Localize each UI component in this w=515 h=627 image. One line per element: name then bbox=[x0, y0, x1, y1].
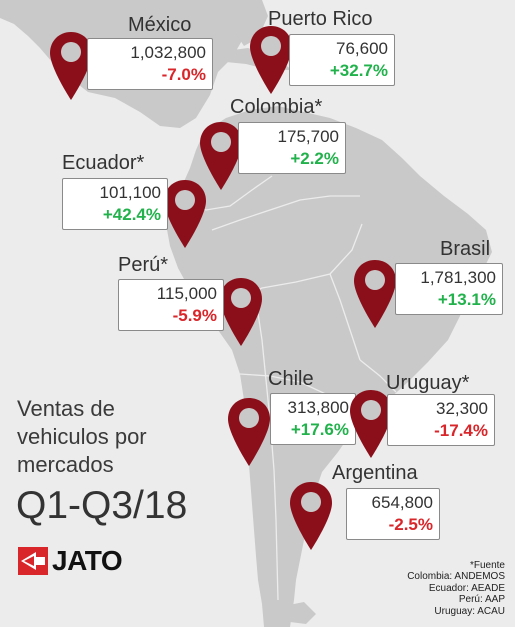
sales-value-chile: 313,800 bbox=[287, 398, 349, 417]
jato-logo: JATO bbox=[18, 545, 123, 577]
title-line-1: Ventas de bbox=[17, 396, 115, 421]
sales-change-colombia: +2.2% bbox=[290, 149, 339, 168]
sales-change-peru: -5.9% bbox=[172, 306, 217, 325]
sales-value-colombia: 175,700 bbox=[277, 127, 339, 146]
sales-value-peru: 115,000 bbox=[156, 284, 217, 303]
sales-value-argentina: 654,800 bbox=[371, 493, 433, 512]
period-label: Q1-Q3/18 bbox=[16, 484, 188, 527]
country-name-argentina: Argentina bbox=[332, 462, 418, 484]
sales-change-mexico: -7.0% bbox=[161, 65, 206, 84]
stat-box-chile: 313,800 +17.6% bbox=[270, 393, 356, 445]
sales-change-ecuador: +42.4% bbox=[102, 205, 161, 224]
source-ecuador: Ecuador: AEADE bbox=[428, 582, 505, 594]
sales-value-mexico: 1,032,800 bbox=[130, 43, 206, 62]
map-pin-icon bbox=[164, 180, 206, 248]
sources-heading: *Fuente bbox=[469, 560, 505, 571]
source-peru: Perú: AAP bbox=[458, 594, 505, 606]
stat-box-argentina: 654,800 -2.5% bbox=[346, 488, 440, 540]
country-name-brasil: Brasil bbox=[440, 238, 491, 260]
stat-box-mexico: 1,032,800 -7.0% bbox=[87, 38, 213, 90]
sales-change-argentina: -2.5% bbox=[388, 515, 433, 534]
country-name-uruguay: Uruguay* bbox=[386, 372, 470, 394]
country-name-mexico: México bbox=[128, 14, 192, 36]
map-pin-icon bbox=[350, 390, 392, 458]
infographic-title: Ventas de vehiculos por mercados bbox=[17, 395, 147, 479]
map-pin-brasil bbox=[352, 258, 398, 330]
sources-footnote: *Fuente Colombia: ANDEMOS Ecuador: AEADE… bbox=[407, 560, 505, 617]
map-pin-peru bbox=[218, 276, 264, 348]
map-pin-icon bbox=[290, 482, 332, 550]
stat-box-peru: 115,000 -5.9% bbox=[118, 279, 224, 331]
map-pin-puerto-rico bbox=[248, 24, 294, 96]
logo-text: JATO bbox=[52, 545, 123, 576]
sales-change-uruguay: -17.4% bbox=[434, 421, 488, 440]
map-pin-chile bbox=[226, 396, 272, 468]
sales-value-uruguay: 32,300 bbox=[436, 399, 488, 418]
map-pin-mexico bbox=[48, 30, 94, 102]
country-name-ecuador: Ecuador* bbox=[62, 152, 145, 174]
sales-change-chile: +17.6% bbox=[290, 420, 349, 439]
country-name-puerto-rico: Puerto Rico bbox=[268, 8, 373, 30]
map-pin-icon bbox=[354, 260, 396, 328]
map-pin-icon bbox=[228, 398, 270, 466]
sales-value-puerto-rico: 76,600 bbox=[336, 39, 388, 58]
country-name-chile: Chile bbox=[268, 368, 314, 390]
source-colombia: Colombia: ANDEMOS bbox=[407, 571, 505, 583]
map-pin-icon bbox=[250, 26, 292, 94]
source-uruguay: Uruguay: ACAU bbox=[434, 605, 505, 617]
stat-box-colombia: 175,700 +2.2% bbox=[238, 122, 346, 174]
jato-flag-icon bbox=[18, 547, 48, 575]
title-line-3: mercados bbox=[17, 452, 114, 477]
sales-change-brasil: +13.1% bbox=[437, 290, 496, 309]
map-pin-icon bbox=[200, 122, 242, 190]
title-line-2: vehiculos por bbox=[17, 424, 147, 449]
map-pin-argentina bbox=[288, 480, 334, 552]
map-pin-colombia bbox=[198, 120, 244, 192]
sales-change-puerto-rico: +32.7% bbox=[329, 61, 388, 80]
stat-box-ecuador: 101,100 +42.4% bbox=[62, 178, 168, 230]
map-pin-icon bbox=[50, 32, 92, 100]
land-tierra-del-fuego bbox=[284, 602, 316, 624]
map-pin-uruguay bbox=[348, 388, 394, 460]
sales-value-ecuador: 101,100 bbox=[99, 183, 161, 202]
land-south-america bbox=[166, 106, 492, 627]
sales-value-brasil: 1,781,300 bbox=[420, 268, 496, 287]
stat-box-puerto-rico: 76,600 +32.7% bbox=[289, 34, 395, 86]
map-pin-ecuador bbox=[162, 178, 208, 250]
land-florida bbox=[190, 0, 268, 46]
country-name-colombia: Colombia* bbox=[230, 96, 323, 118]
stat-box-brasil: 1,781,300 +13.1% bbox=[395, 263, 503, 315]
country-name-peru: Perú* bbox=[118, 254, 169, 276]
stat-box-uruguay: 32,300 -17.4% bbox=[387, 394, 495, 446]
map-pin-icon bbox=[220, 278, 262, 346]
